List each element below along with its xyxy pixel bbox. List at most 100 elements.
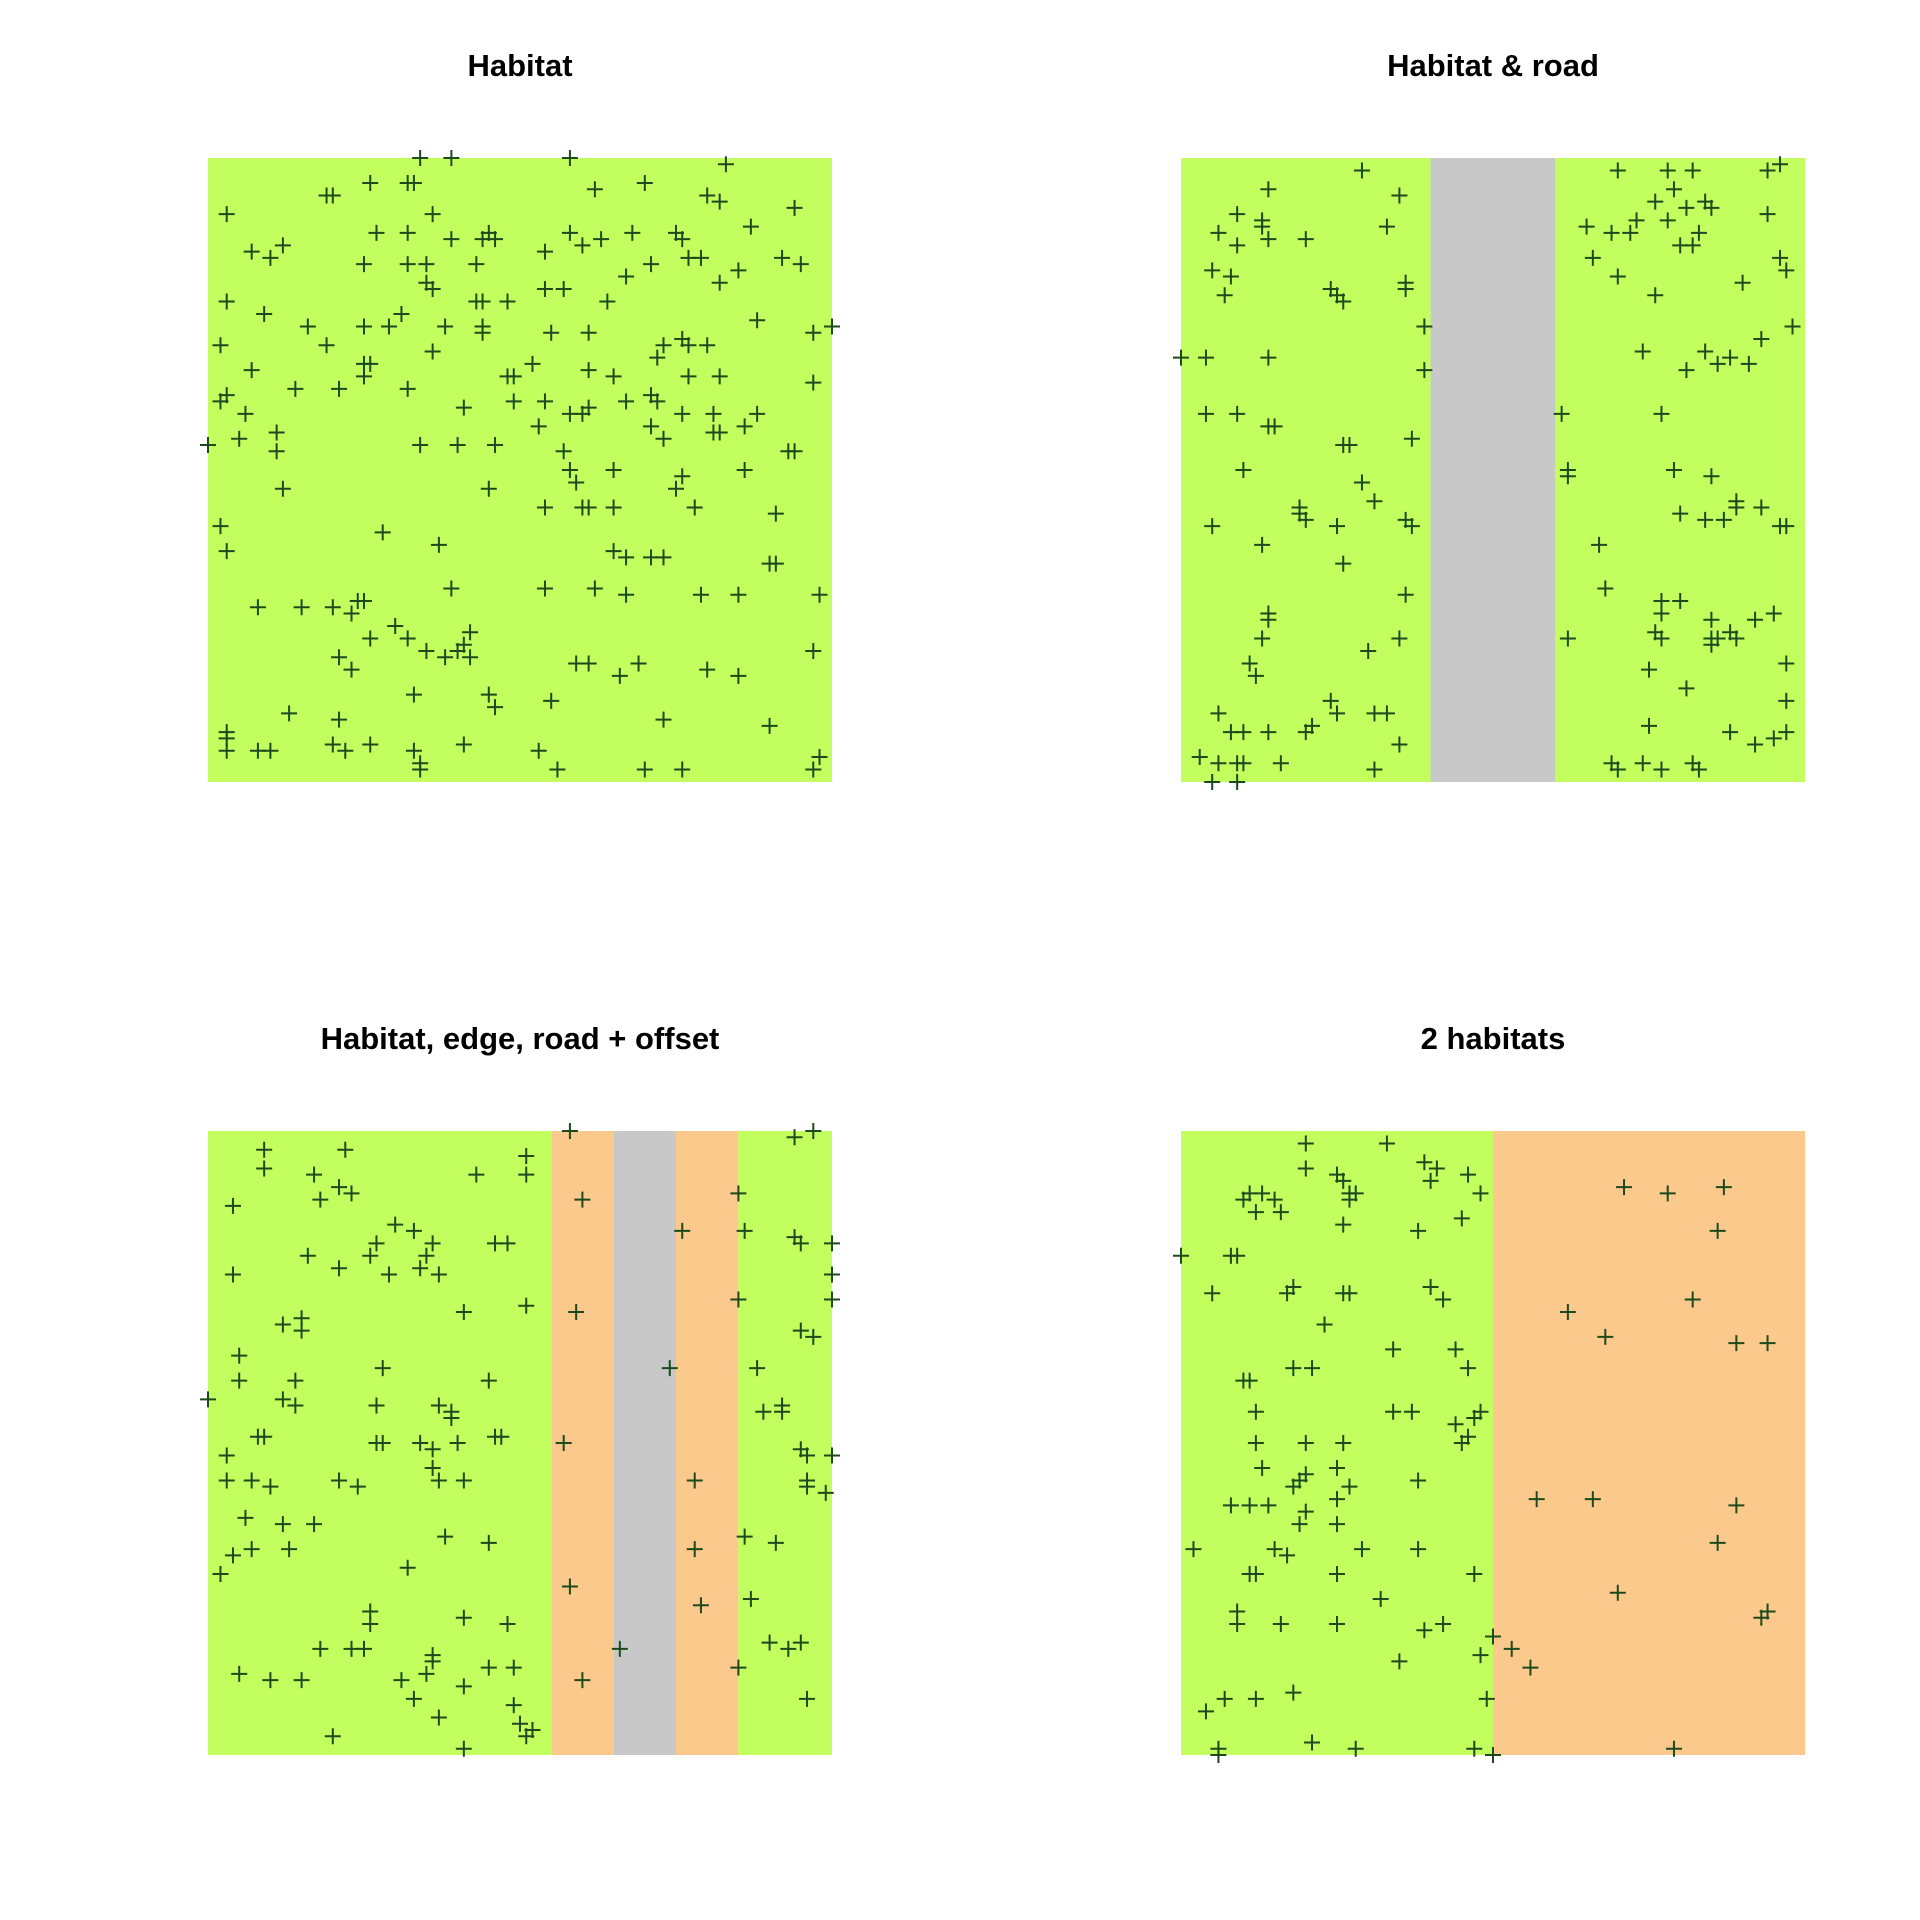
point-marker [1397,586,1414,603]
point-marker [593,231,610,248]
point-marker [343,661,360,678]
point-marker [1285,1279,1302,1295]
point-marker [1778,692,1795,709]
point-marker [668,480,684,497]
point-marker [424,1459,441,1476]
point-marker [449,1435,466,1451]
point-marker [1272,1204,1289,1221]
point-marker [1684,237,1701,254]
point-marker [424,1441,441,1458]
point-marker [1609,268,1626,285]
point-marker [674,468,691,485]
point-marker [1297,1503,1314,1520]
point-marker [530,418,547,435]
point-marker [1385,1403,1402,1420]
point-marker [218,206,235,223]
point-marker [1672,505,1689,522]
point-marker [1341,1285,1358,1302]
point-marker [799,1447,816,1464]
panel-2-title: Habitat & road [1387,48,1599,83]
point-marker [1672,593,1689,610]
point-marker [437,318,454,335]
point-marker [412,761,429,778]
point-marker [580,362,597,379]
point-marker [218,1447,235,1464]
point-marker [786,443,803,460]
point-marker [1197,349,1214,366]
point-marker [324,1728,341,1745]
point-marker [462,649,479,666]
point-marker [1772,249,1789,266]
point-marker [518,1297,535,1314]
region-habitat-0 [208,158,832,782]
point-marker [555,443,572,460]
point-marker [799,1478,816,1495]
point-marker [1591,536,1608,553]
point-marker [449,437,466,454]
point-marker [1684,1291,1701,1308]
point-marker [362,1615,379,1632]
panel-3-title: Habitat, edge, road + offset [320,1021,720,1056]
point-marker [1659,1185,1676,1202]
point-marker [374,1360,391,1377]
point-marker [1447,1341,1464,1358]
point-marker [711,424,728,441]
point-marker [424,343,441,360]
point-marker [405,686,422,703]
point-marker [424,1653,441,1670]
point-marker [817,1484,834,1501]
point-marker [1322,692,1339,709]
point-marker [362,174,379,191]
point-marker [1665,1740,1682,1757]
point-marker [1229,405,1246,422]
point-marker [1391,630,1408,647]
point-marker [368,1235,385,1252]
point-marker [349,1478,366,1495]
point-marker [468,256,485,273]
point-marker [405,1222,422,1239]
point-marker [1778,655,1795,672]
point-marker [1222,1497,1239,1514]
point-marker [561,1123,578,1139]
point-marker [430,1266,447,1283]
point-marker [1597,1328,1614,1345]
point-marker [505,1659,522,1676]
point-marker [1191,749,1208,766]
point-marker [1697,511,1714,528]
point-marker [649,349,666,366]
point-marker [443,580,460,597]
point-marker [1266,418,1283,435]
point-marker [699,337,716,354]
point-marker [312,1640,329,1657]
point-marker [1260,611,1277,628]
point-marker [418,1665,435,1682]
point-marker [312,1191,329,1208]
point-marker [1453,1435,1470,1451]
point-marker [1647,287,1664,304]
point-marker [1360,642,1377,659]
point-marker [699,187,716,204]
point-marker [755,1403,772,1420]
point-marker [774,249,791,266]
point-marker [306,1166,323,1183]
point-marker [674,405,691,422]
point-marker [1247,1204,1264,1221]
point-marker [1485,1747,1501,1763]
point-marker [1204,774,1221,790]
panel-4-chart [1173,1131,1805,1763]
point-marker [399,1559,416,1576]
point-marker [287,380,304,397]
point-marker [692,586,709,603]
point-marker [324,187,341,204]
point-marker [287,1372,304,1389]
point-marker [611,667,628,684]
point-marker [1335,293,1352,310]
point-marker [1616,1179,1633,1196]
point-marker [1728,630,1745,647]
point-marker [761,717,778,734]
point-marker [1765,605,1782,622]
point-marker [518,1166,535,1183]
point-marker [1416,1622,1433,1639]
point-marker [611,1640,628,1657]
